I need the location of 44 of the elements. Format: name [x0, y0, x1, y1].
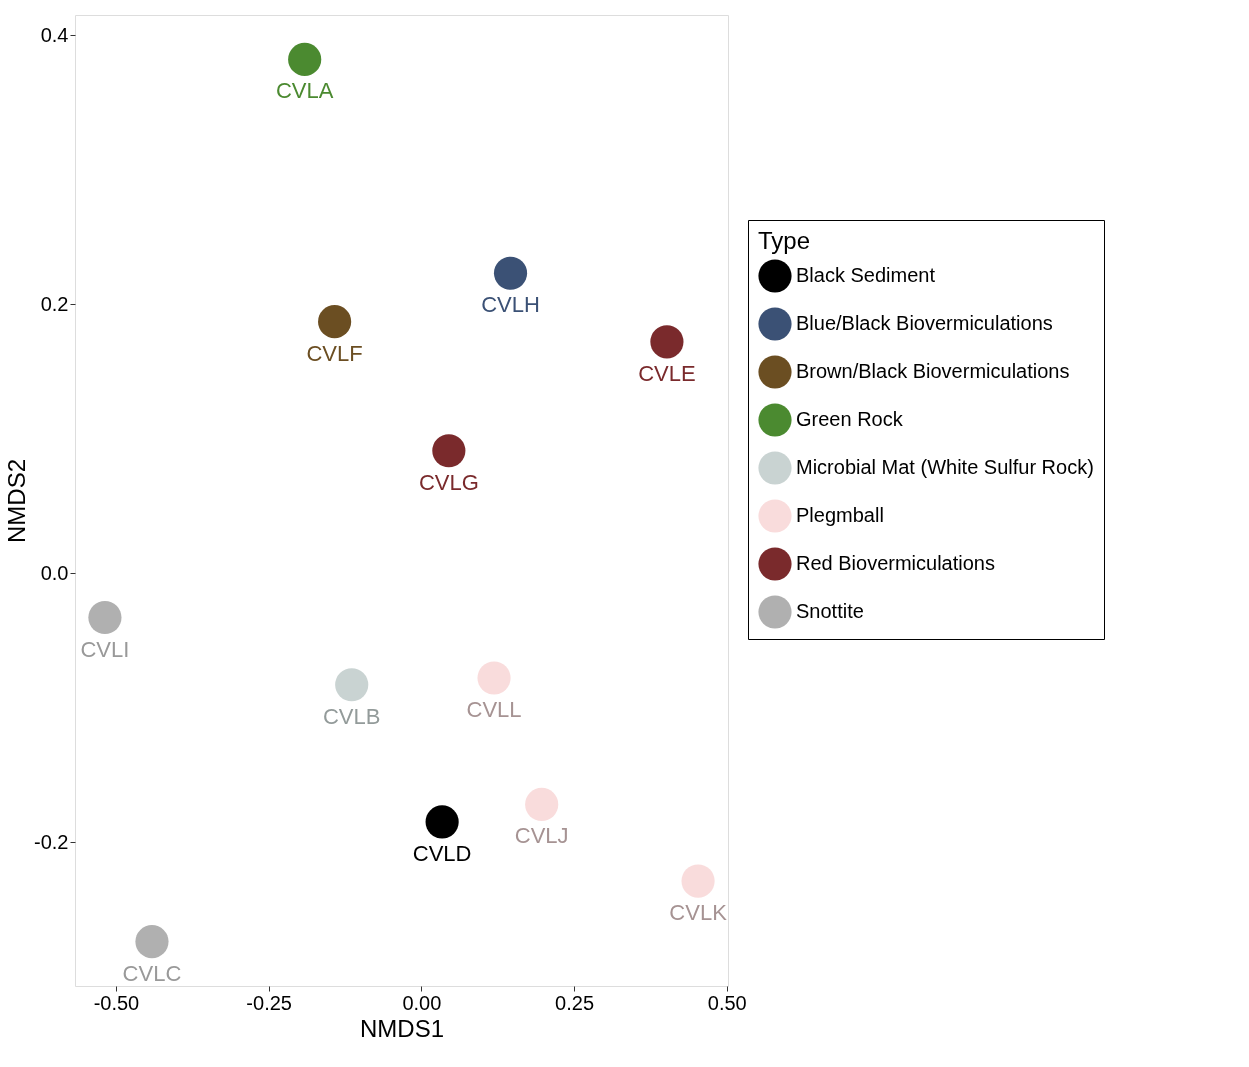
x-tick-label: 0.25: [555, 991, 595, 1014]
legend-label: Microbial Mat (White Sulfur Rock): [796, 456, 1094, 478]
y-tick-label: 0.0: [40, 561, 69, 584]
point: [425, 805, 459, 839]
y-tick-label: -0.2: [34, 830, 69, 853]
legend-label: Blue/Black Biovermiculations: [796, 312, 1053, 334]
annotation: CVLD: [412, 840, 472, 866]
legend-label: Snottite: [796, 600, 864, 622]
point: [525, 787, 559, 821]
x-axis-title: NMDS1: [359, 1014, 445, 1042]
annotation: CVLF: [306, 340, 363, 366]
point: [335, 668, 369, 702]
y-axis-title: NMDS2: [3, 458, 31, 544]
x-tick-label: -0.25: [246, 991, 292, 1014]
x-tick-label: 0.50: [707, 991, 747, 1014]
x-tick-label: -0.50: [93, 991, 140, 1014]
legend-label: Black Sediment: [796, 264, 936, 286]
legend-label: Green Rock: [796, 408, 904, 430]
point: [650, 325, 684, 359]
point: [288, 42, 322, 76]
x-tick-label: 0.00: [402, 991, 442, 1014]
annotation: CVLG: [418, 469, 479, 495]
legend-title: Type: [758, 227, 811, 254]
point: [681, 864, 715, 898]
annotation: CVLL: [466, 697, 522, 723]
point: [493, 256, 528, 290]
point: [477, 661, 511, 695]
annotation: CVLI: [80, 636, 130, 662]
annotation: CVLA: [275, 78, 334, 104]
point: [135, 925, 169, 959]
annotation: CVLC: [122, 960, 182, 986]
y-tick-label: 0.2: [40, 292, 69, 315]
point: [318, 305, 352, 339]
legend-label: Plegmball: [796, 504, 884, 526]
annotation: CVLE: [638, 360, 696, 386]
annotation: CVLJ: [514, 823, 569, 849]
annotation: CVLH: [481, 292, 540, 318]
annotation: CVLK: [669, 900, 728, 926]
y-tick-label: 0.4: [40, 23, 69, 46]
point: [432, 434, 466, 468]
point: [88, 600, 122, 635]
legend-label: Red Biovermiculations: [796, 552, 995, 574]
annotation: CVLB: [322, 703, 381, 729]
legend-label: Brown/Black Biovermiculations: [796, 360, 1070, 382]
